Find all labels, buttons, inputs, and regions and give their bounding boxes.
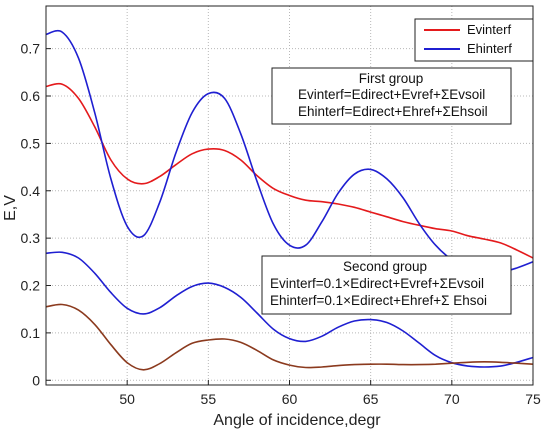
annotation-second-line-1: Evinterf=0.1×Edirect+Evref+ΣEvsoil bbox=[270, 276, 484, 291]
x-tick-label: 65 bbox=[363, 391, 379, 407]
y-axis-label: E,V bbox=[2, 195, 19, 221]
legend-label-evinterf: Evinterf bbox=[467, 22, 511, 37]
x-tick-label: 55 bbox=[201, 391, 217, 407]
x-axis-label: Angle of incidence,degr bbox=[213, 412, 381, 429]
annotation-second-box bbox=[261, 255, 512, 315]
y-tick-label: 0.3 bbox=[21, 230, 41, 246]
y-tick-label: 0.1 bbox=[21, 325, 41, 341]
axis-ticks: 50 55 60 65 70 75 0 0.1 0.2 0.3 0.4 0.5 0.6 0.7 bbox=[21, 41, 541, 407]
legend-box bbox=[414, 18, 534, 62]
series-line-first-0 bbox=[45, 82, 534, 259]
annotation-first-line-2: Ehinterf=Edirect+Ehref+ΣEhsoil bbox=[298, 104, 488, 119]
x-tick-label: 70 bbox=[444, 391, 460, 407]
annotation-first-title: First group bbox=[359, 71, 424, 86]
legend-label-ehinterf: Ehinterf bbox=[467, 41, 512, 56]
x-tick-label: 60 bbox=[282, 391, 298, 407]
x-tick-label: 50 bbox=[119, 391, 135, 407]
y-tick-label: 0.5 bbox=[21, 135, 41, 151]
y-tick-label: 0.6 bbox=[21, 88, 41, 104]
annotation-second-line-2: Ehinterf=0.1×Edirect+Ehref+Σ Ehsoi bbox=[270, 293, 487, 308]
y-tick-label: 0.4 bbox=[21, 183, 41, 199]
x-tick-label: 75 bbox=[525, 391, 541, 407]
legend: Evinterf Ehinterf bbox=[414, 18, 534, 62]
y-tick-label: 0.7 bbox=[21, 41, 41, 57]
series-line-second-3 bbox=[45, 303, 534, 371]
annotation-first-group: First group Evinterf=Edirect+Evref+ΣEvso… bbox=[271, 67, 512, 125]
annotation-first-box bbox=[271, 67, 512, 125]
y-tick-label: 0 bbox=[32, 372, 40, 388]
annotation-second-title: Second group bbox=[343, 259, 427, 274]
annotation-second-group: Second group Evinterf=0.1×Edirect+Evref+… bbox=[261, 255, 512, 315]
y-tick-label: 0.2 bbox=[21, 278, 41, 294]
annotation-first-line-1: Evinterf=Edirect+Evref+ΣEvsoil bbox=[298, 87, 485, 102]
